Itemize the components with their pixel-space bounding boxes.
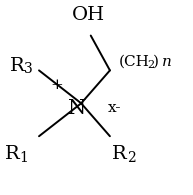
Text: 2: 2 xyxy=(127,151,135,165)
Text: n: n xyxy=(162,55,172,69)
Text: OH: OH xyxy=(72,6,105,24)
Text: (CH: (CH xyxy=(119,55,149,69)
Text: ): ) xyxy=(153,55,159,69)
Text: N: N xyxy=(68,99,86,118)
Text: 3: 3 xyxy=(24,62,33,76)
Text: 2: 2 xyxy=(147,60,154,70)
Text: x-: x- xyxy=(108,101,122,115)
Text: R: R xyxy=(10,57,24,74)
Text: +: + xyxy=(51,78,64,92)
Text: 1: 1 xyxy=(19,151,28,165)
Text: R: R xyxy=(5,145,19,163)
Text: R: R xyxy=(112,145,127,163)
